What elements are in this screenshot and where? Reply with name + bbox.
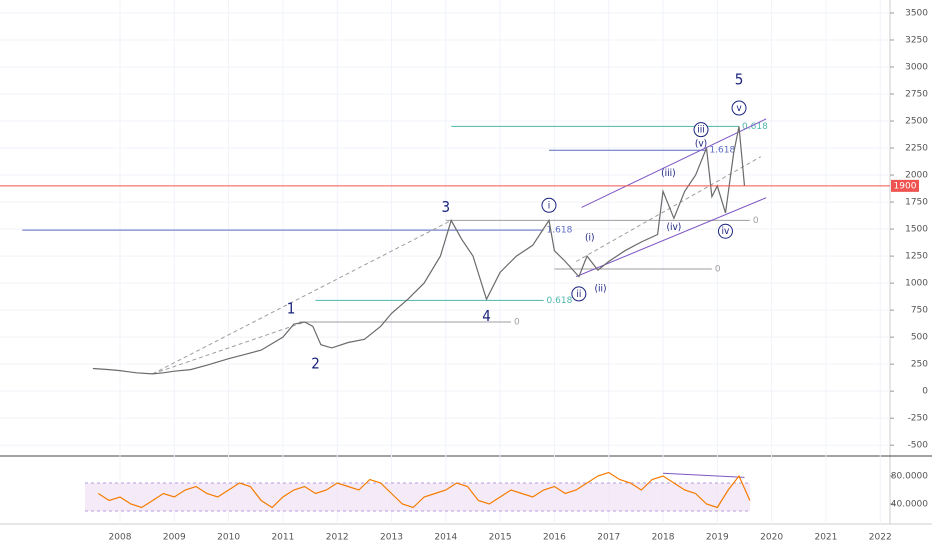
y-tick-label: -500 <box>908 441 929 451</box>
x-tick-label: 2009 <box>163 533 186 543</box>
wave-label: (iv) <box>666 222 681 233</box>
trend-line <box>662 472 745 478</box>
wave-label: 1 <box>287 300 296 318</box>
rsi-band <box>85 482 750 512</box>
x-tick-label: 2019 <box>706 533 729 543</box>
x-tick-label: 2016 <box>543 533 566 543</box>
wave-label: (i) <box>585 233 595 244</box>
wave-label: i <box>548 200 551 211</box>
wave-label: 3 <box>442 198 451 216</box>
x-tick-label: 2011 <box>271 533 294 543</box>
wave-label: v <box>736 103 742 114</box>
y-tick-label: 0 <box>922 387 928 397</box>
x-tick-label: 2014 <box>434 533 457 543</box>
series-line <box>97 471 751 509</box>
series-line <box>92 126 746 375</box>
wave-label: (v) <box>695 139 707 150</box>
x-tick-label: 2010 <box>217 533 240 543</box>
y-tick-label: 2000 <box>905 171 928 181</box>
wave-circle <box>717 223 733 239</box>
x-tick-label: 2022 <box>869 533 892 543</box>
wave-circle <box>541 197 557 213</box>
y-tick-label: 2500 <box>905 117 928 127</box>
fib-label: 0 <box>715 265 721 275</box>
trend-line <box>152 321 305 375</box>
wave-label: iv <box>722 226 731 237</box>
wave-label: 4 <box>482 307 491 325</box>
x-tick-label: 2008 <box>109 533 132 543</box>
wave-label: iii <box>697 125 705 136</box>
x-tick-label: 2012 <box>326 533 349 543</box>
x-tick-label: 2020 <box>760 533 783 543</box>
last-price-label: 1900 <box>894 181 917 191</box>
wave-label: 5 <box>735 70 744 88</box>
y-tick-label: 3500 <box>905 8 928 18</box>
last-price-box <box>891 179 919 192</box>
x-tick-label: 2021 <box>814 533 837 543</box>
y-tick-label: -250 <box>908 414 929 424</box>
y-tick-label: 3000 <box>905 62 928 72</box>
y-tick-label: 250 <box>911 360 928 370</box>
x-tick-label: 2015 <box>489 533 512 543</box>
x-tick-label: 2017 <box>597 533 620 543</box>
wave-circle <box>693 122 709 138</box>
fib-label: 0 <box>514 318 520 328</box>
trend-line <box>575 197 767 278</box>
fib-label: 0.618 <box>742 122 768 132</box>
trend-line <box>581 118 767 208</box>
y-tick-label: 3250 <box>905 35 928 45</box>
fib-label: 1.618 <box>547 226 573 236</box>
trend-line <box>575 156 762 262</box>
y-tick-label: 1000 <box>905 279 928 289</box>
y-tick-label: 2250 <box>905 144 928 154</box>
y-tick-label: 40.0000 <box>891 500 928 510</box>
wave-circle <box>571 286 587 302</box>
y-tick-label: 1750 <box>905 198 928 208</box>
y-tick-label: 500 <box>911 333 928 343</box>
x-tick-label: 2013 <box>380 533 403 543</box>
wave-label: 2 <box>311 355 320 373</box>
wave-label: ii <box>576 289 581 300</box>
y-tick-label: 1250 <box>905 252 928 262</box>
fib-label: 0.618 <box>547 296 573 306</box>
y-tick-label: 2750 <box>905 90 928 100</box>
wave-circle <box>731 100 747 116</box>
fib-label: 1.618 <box>709 146 735 156</box>
y-tick-label: 750 <box>911 306 928 316</box>
wave-label: (iii) <box>661 168 676 179</box>
y-tick-label: 80.0000 <box>891 471 928 481</box>
x-tick-label: 2018 <box>652 533 675 543</box>
fib-label: 0 <box>753 216 759 226</box>
wave-label: (ii) <box>595 284 607 295</box>
y-tick-label: 1500 <box>905 225 928 235</box>
